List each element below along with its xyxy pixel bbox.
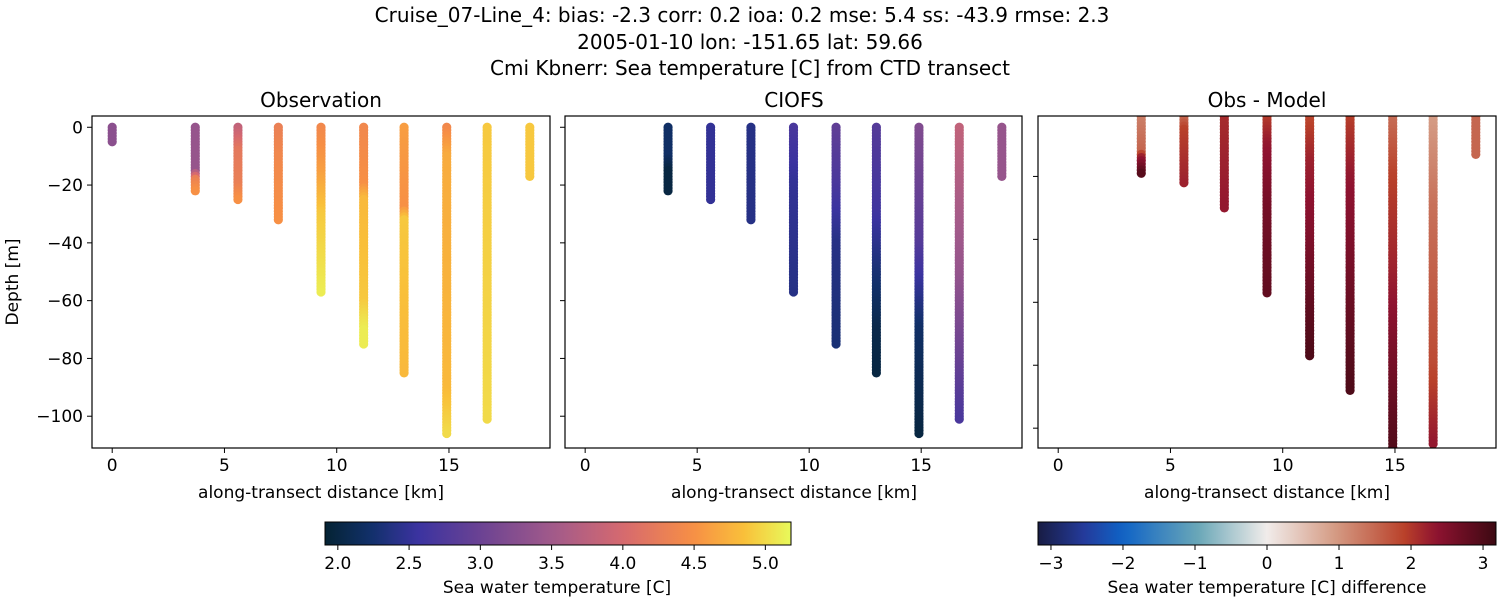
axes-frame xyxy=(564,115,1023,449)
data-point xyxy=(1179,178,1189,188)
colorbar-temperature: Sea water temperature [C] 2.0 2.5 3.0 3.5 4.… xyxy=(324,521,792,598)
data-point xyxy=(233,194,243,205)
data-point xyxy=(399,368,409,378)
data-point xyxy=(1262,288,1272,298)
colorbar-difference: Sea water temperature [C] difference −3 −… xyxy=(1037,521,1497,598)
x-tick-label: 0 xyxy=(1053,456,1064,476)
colorbar-tick-label: 3.5 xyxy=(538,554,565,574)
x-tick-label: 10 xyxy=(1272,456,1294,476)
x-tick-label: 0 xyxy=(580,456,591,476)
data-point xyxy=(190,186,200,196)
colorbar-label: Sea water temperature [C] xyxy=(443,578,671,598)
scatter-points xyxy=(663,122,1007,439)
x-axis-label: along-transect distance [km] xyxy=(671,483,917,503)
data-point xyxy=(1428,439,1438,448)
data-point xyxy=(831,339,841,349)
colorbar-tick-label: 2 xyxy=(1406,554,1417,574)
x-tick-label: 5 xyxy=(692,456,703,476)
colorbar-tick-label: 1 xyxy=(1334,554,1345,574)
x-axis-label: along-transect distance [km] xyxy=(198,483,444,503)
panel-observation: Observation along-transect distance [km]… xyxy=(3,88,551,503)
figure-title-line-3: Cmi Kbnerr: Sea temperature [C] from CTD… xyxy=(490,56,1010,80)
data-point xyxy=(482,414,492,424)
data-point xyxy=(1136,168,1146,178)
x-tick-label: 15 xyxy=(910,456,932,476)
x-tick-label: 0 xyxy=(107,456,118,476)
data-point xyxy=(746,215,756,225)
data-point xyxy=(1219,203,1229,213)
panel-title: Obs - Model xyxy=(1208,88,1327,112)
data-point xyxy=(525,171,535,181)
colorbar-tick-label: −2 xyxy=(1110,554,1135,574)
colorbar-tick-label: 3.0 xyxy=(467,554,494,574)
colorbar-tick-label: 4.5 xyxy=(681,554,708,574)
y-tick-label: 0 xyxy=(72,118,83,138)
data-point xyxy=(706,194,716,205)
colorbar-tick-label: 5.0 xyxy=(752,554,779,574)
y-tick-label: −60 xyxy=(47,292,83,312)
x-tick-label: 15 xyxy=(1384,456,1406,476)
x-tick-label: 5 xyxy=(1165,456,1176,476)
colorbar-gradient xyxy=(324,521,792,546)
data-point xyxy=(871,368,881,378)
panel-obs-minus-model: Obs - Model along-transect distance [km]… xyxy=(1033,88,1497,503)
data-point xyxy=(316,287,326,297)
data-point xyxy=(954,414,964,424)
data-point xyxy=(997,171,1007,181)
y-tick-label: −20 xyxy=(47,176,83,196)
data-point xyxy=(107,137,117,147)
data-point xyxy=(914,428,924,439)
colorbar-tick-label: −1 xyxy=(1182,554,1207,574)
scatter-points xyxy=(107,122,535,439)
axes-frame xyxy=(91,115,551,449)
y-axis-label: Depth [m] xyxy=(3,238,23,325)
x-tick-label: 10 xyxy=(326,456,348,476)
axes-frame xyxy=(1037,115,1497,449)
data-point xyxy=(273,215,283,225)
data-point xyxy=(1388,445,1397,448)
data-point xyxy=(1305,351,1315,361)
colorbar-gradient xyxy=(1037,521,1497,546)
figure-title-line-1: Cruise_07-Line_4: bias: -2.3 corr: 0.2 i… xyxy=(375,3,1110,27)
data-point xyxy=(1471,149,1481,159)
colorbar-tick-label: 3 xyxy=(1478,554,1489,574)
colorbar-label: Sea water temperature [C] difference xyxy=(1107,578,1426,598)
colorbar-tick-label: 2.5 xyxy=(396,554,423,574)
colorbar-tick-label: 0 xyxy=(1262,554,1273,574)
colorbar-tick-label: 4.0 xyxy=(609,554,636,574)
x-tick-label: 5 xyxy=(219,456,230,476)
figure-title-line-2: 2005-01-10 lon: -151.65 lat: 59.66 xyxy=(577,30,923,54)
x-tick-label: 15 xyxy=(438,456,460,476)
colorbar-tick-label: 2.0 xyxy=(324,554,351,574)
x-axis-label: along-transect distance [km] xyxy=(1144,483,1390,503)
panel-title: CIOFS xyxy=(764,88,823,112)
data-point xyxy=(1345,385,1355,396)
y-tick-label: −80 xyxy=(47,349,83,369)
panel-ciofs: CIOFS along-transect distance [km] 0 5 10 1… xyxy=(560,88,1023,503)
y-tick-label: −40 xyxy=(47,234,83,254)
colorbar-tick-label: −3 xyxy=(1038,554,1063,574)
scatter-points xyxy=(1136,116,1481,448)
y-tick-label: −100 xyxy=(36,407,83,427)
data-point xyxy=(663,186,673,196)
data-point xyxy=(788,287,799,297)
x-tick-label: 10 xyxy=(798,456,820,476)
data-point xyxy=(442,428,452,439)
data-point xyxy=(359,339,369,349)
panel-title: Observation xyxy=(260,88,382,112)
